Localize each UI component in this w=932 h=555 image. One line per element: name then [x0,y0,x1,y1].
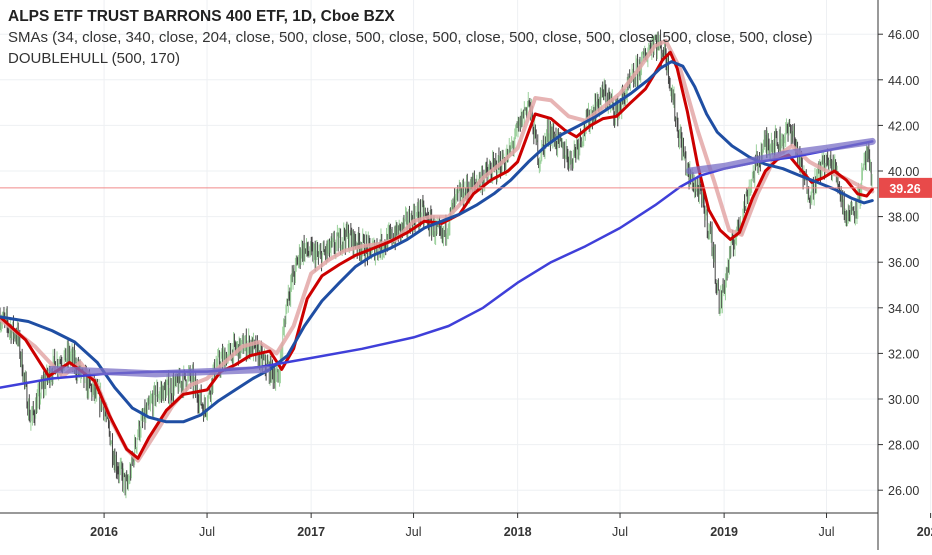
last-price-marker: 39.26 [0,177,932,198]
grid [0,0,932,513]
y-tick-label: 40.00 [888,165,919,179]
last-price-badge [879,177,932,198]
y-tick-label: 46.00 [888,28,919,42]
x-tick-label: Jul [819,525,835,539]
x-tick-label: Jul [199,525,215,539]
series-line-sma34 [0,39,875,463]
x-tick-label: Jul [612,525,628,539]
x-tick-label: Jul [406,525,422,539]
y-tick-label: 44.00 [888,74,919,88]
indicator-lines [0,39,876,463]
y-tick-label: 38.00 [888,211,919,225]
x-tick-label: 2016 [90,525,118,539]
x-tick-label: 2018 [504,525,532,539]
series-line-hull [686,137,876,175]
series-line-sma_red [0,50,874,460]
y-tick-label: 42.00 [888,119,919,133]
y-tick-label: 28.00 [888,439,919,453]
y-tick-label: 34.00 [888,302,919,316]
y-tick-label: 36.00 [888,256,919,270]
y-tick-label: 26.00 [888,484,919,498]
x-tick-label: 2017 [297,525,325,539]
x-tick-label: 2020 [917,525,932,539]
series-line-sma_blue [0,60,874,424]
x-tick-label: 2019 [710,525,738,539]
y-tick-label: 30.00 [888,393,919,407]
series-line-hull [48,365,271,378]
last-price-label: 39.26 [889,182,920,196]
y-tick-label: 32.00 [888,347,919,361]
